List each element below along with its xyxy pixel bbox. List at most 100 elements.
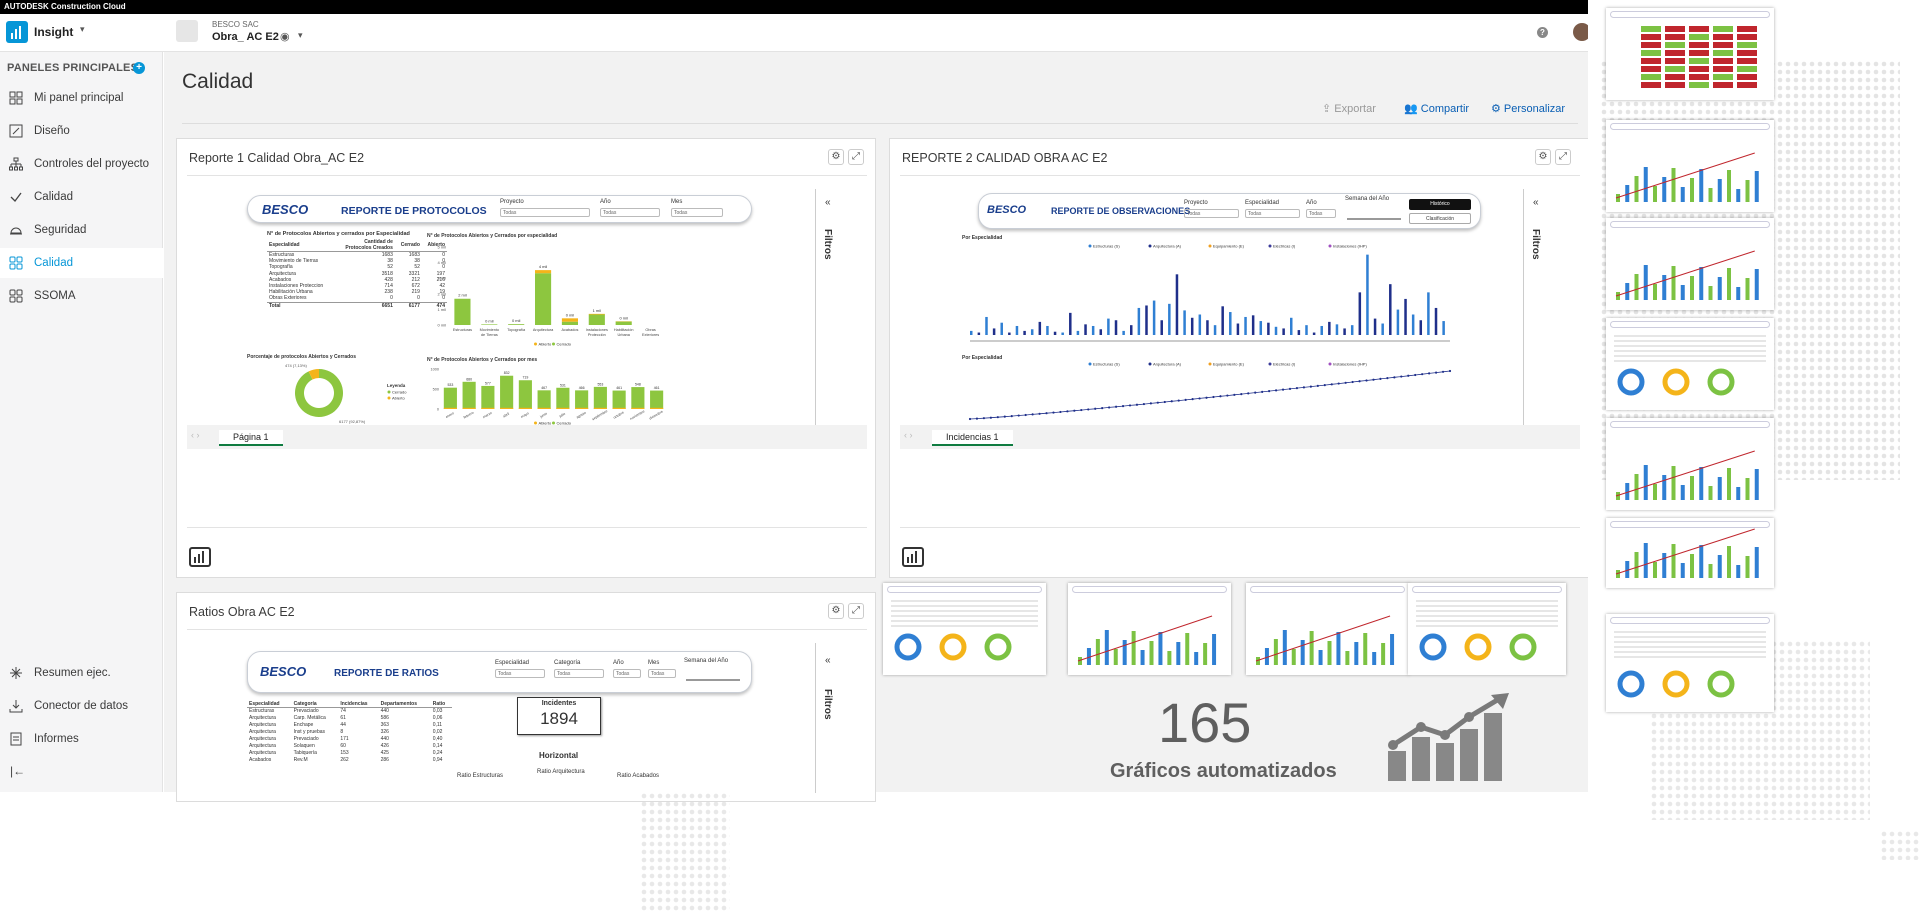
bar-month [650,390,664,409]
sidebar-item-mi-panel[interactable]: Mi panel principal [0,83,163,113]
sidebar-item-ssoma[interactable]: SSOMA [0,281,163,311]
filter-dropdown[interactable]: Todas [613,669,641,678]
bar-observations [1038,321,1042,335]
observations-line-chart: Estructuras (S) Arquitectura (A) Equipamie… [968,362,1452,421]
export-button[interactable]: ⇪ Exportar [1322,102,1376,115]
report-thumbnail [1606,614,1774,712]
user-avatar[interactable] [1573,23,1591,41]
settings-icon[interactable]: ⚙ [1535,149,1551,165]
sidebar-item-conector[interactable]: Conector de datos [0,691,163,721]
mini-bar [1653,284,1657,300]
sidebar-item-controles[interactable]: Controles del proyecto [0,149,163,179]
obs-chart2-title: Por Especialidad [962,355,1003,361]
thumbnail-header [1072,586,1227,593]
page-prev-icon[interactable]: ‹ › [191,430,200,440]
settings-icon[interactable]: ⚙ [828,149,844,165]
week-slider[interactable] [686,679,740,681]
settings-icon[interactable]: ⚙ [828,603,844,619]
filter-label: Categoría [554,660,581,666]
page-tab-1[interactable]: Página 1 [219,430,283,446]
help-icon[interactable]: ? [1537,27,1548,38]
table-cell: 1683 [381,252,393,258]
expand-icon[interactable]: ⤢ [848,603,864,619]
week-slider[interactable] [1347,218,1401,220]
filter-dropdown[interactable]: Todas [1306,209,1336,218]
filters-pane-label[interactable]: Filtros [822,229,833,260]
filter-dropdown[interactable]: Todas [554,669,604,678]
clasificacion-button[interactable]: Clasificación [1409,213,1471,224]
filter-dropdown[interactable]: Todas [500,208,590,217]
report-title: REPORTE DE PROTOCOLOS [341,205,487,217]
heatmap-cell [1737,34,1757,40]
powerbi-report-1[interactable]: BESCO REPORTE DE PROTOCOLOS Proyecto Tod… [187,189,839,425]
bar-open-segment [575,407,589,409]
share-button[interactable]: 👥 Compartir [1404,102,1469,115]
expand-icon[interactable]: ⤢ [848,149,864,165]
powerbi-report-3[interactable]: BESCO REPORTE DE RATIOS Especialidad Tod… [187,643,839,793]
chevron-down-icon: ▾ [80,24,85,34]
collapse-filters-icon[interactable]: « [825,655,831,666]
y-tick-label: 500 [433,388,439,392]
sidebar-item-diseno[interactable]: Diseño [0,116,163,146]
add-panel-icon[interactable]: + [133,62,145,74]
collapse-filters-icon[interactable]: « [1533,197,1539,208]
page-tab-incidencias[interactable]: Incidencias 1 [932,430,1013,446]
heatmap-cell [1665,34,1685,40]
filter-dropdown[interactable]: Todas [1245,209,1300,218]
sidebar-item-resumen[interactable]: Resumen ejec. [0,658,163,688]
customize-button[interactable]: ⚙ Personalizar [1491,102,1565,115]
thumbnail-graphic [1416,600,1558,661]
mini-bar [1727,546,1731,578]
filter-dropdown[interactable]: Todas [600,208,660,217]
brand-label: AUTODESK Construction Cloud [4,2,126,11]
mini-bar [1273,639,1278,665]
project-selector[interactable]: BESCO SAC Obra_ AC E2 ◉ ▾ [176,18,316,48]
chart-protocols-by-specialty: 0 mil 1 mil 2 mil 3 mil 4 mil 5 mil 2 mil Estru… [438,245,660,347]
expand-icon[interactable]: ⤢ [1555,149,1571,165]
mini-bar [1634,474,1639,500]
historico-button[interactable]: Histórico [1409,199,1471,210]
bar-observations [1381,323,1384,335]
filter-dropdown[interactable]: Todas [648,669,676,678]
mini-bar [1625,283,1630,300]
sidebar-item-label: Conector de datos [34,700,128,712]
bar-observations [1175,274,1179,335]
legend-marker [1088,362,1092,366]
bar-abierto [588,313,605,315]
heatmap-cell [1665,26,1685,32]
filter-dropdown[interactable]: Todas [495,669,545,678]
filters-pane-label[interactable]: Filtros [822,689,833,720]
bar-observations [1411,314,1415,335]
legend-marker [1148,244,1152,248]
sidebar-item-seguridad[interactable]: Seguridad [0,215,163,245]
powerbi-logo-icon [189,547,211,567]
mini-bar [1185,633,1190,665]
filter-dropdown[interactable]: Todas [1184,209,1239,218]
collapse-sidebar-icon[interactable]: |← [10,764,26,778]
bar-observations [1061,332,1064,335]
filter-dropdown[interactable]: Todas [671,208,723,217]
section-title-text: PANELES PRINCIPALES [7,62,139,74]
bar-cerrado [588,314,605,325]
insight-module-button[interactable]: Insight ▾ [4,19,94,45]
bar-month [500,375,514,409]
bar-observations [1267,322,1270,335]
table-cell: Arquitectura [249,750,276,756]
donut-chart: 474 (7,13%) 6177 (92,87%) Leyenda CerradoAb… [285,363,407,424]
bar-observations [1213,325,1217,335]
obs-chart1-title: Por Especialidad [962,235,1003,241]
promo-number: 165 [1158,691,1252,754]
table-cell: 219 [411,289,420,296]
decorative-dot-pattern [640,792,730,911]
table-row: Acabados 428 212 216 [267,277,447,283]
sidebar-item-informes[interactable]: Informes [0,724,163,754]
heatmap-cell [1737,58,1757,64]
sidebar-item-calidad[interactable]: Calidad [0,182,163,212]
sidebar-item-calidad-panel[interactable]: Calidad [0,248,163,278]
collapse-filters-icon[interactable]: « [825,197,831,208]
filter-label: Año [613,660,624,666]
page-prev-icon[interactable]: ‹ › [904,430,913,440]
filters-pane-label[interactable]: Filtros [1530,229,1541,260]
powerbi-report-2[interactable]: BESCO REPORTE DE OBSERVACIONES Proyecto … [900,189,1552,425]
legend-marker [552,421,555,425]
